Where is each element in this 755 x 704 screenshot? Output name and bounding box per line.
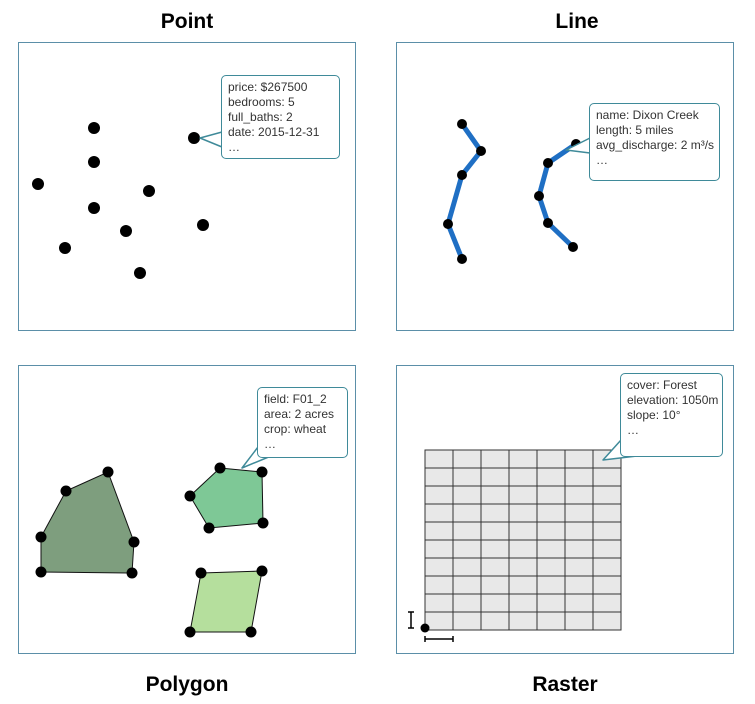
- point-callout-pointer: [199, 131, 223, 148]
- line-vertex: [476, 146, 486, 156]
- point-dot: [32, 178, 44, 190]
- point-features: [32, 122, 209, 279]
- line-callout-pointer: [565, 137, 591, 154]
- polygon-feature-large: [40, 471, 135, 574]
- callout-line: field: F01_2: [264, 392, 327, 406]
- point-dot: [143, 185, 155, 197]
- callout-line: crop: wheat: [264, 422, 327, 436]
- polygon-vertex: [102, 466, 114, 478]
- line-vertex: [457, 254, 467, 264]
- polygon-attribute-callout: field: F01_2 area: 2 acres crop: wheat …: [257, 387, 348, 458]
- line-vertex: [543, 158, 553, 168]
- callout-line: date: 2015-12-31: [228, 125, 320, 139]
- point-dot: [88, 202, 100, 214]
- callout-line: bedrooms: 5: [228, 95, 295, 109]
- polygon-vertex: [256, 466, 268, 478]
- line-vertex: [443, 219, 453, 229]
- callout-line: cover: Forest: [627, 378, 698, 392]
- point-attribute-callout: price: $267500 bedrooms: 5 full_baths: 2…: [221, 75, 340, 159]
- polygon-vertex: [184, 626, 196, 638]
- point-dot: [197, 219, 209, 231]
- callout-line: full_baths: 2: [228, 110, 293, 124]
- line-features: [443, 119, 581, 264]
- line-panel: [396, 42, 734, 331]
- point-dot: [120, 225, 132, 237]
- polygon-vertex: [256, 565, 268, 577]
- callout-line: …: [627, 423, 639, 437]
- polygon-vertex: [35, 531, 47, 543]
- raster-cell-size-marker: [408, 611, 454, 642]
- callout-line: avg_discharge: 2 m³/s: [596, 138, 715, 152]
- point-dot-selected: [188, 132, 200, 144]
- line-vertex: [534, 191, 544, 201]
- polygon-vertex: [214, 462, 226, 474]
- polygon-vertex: [128, 536, 140, 548]
- polygon-vertex: [195, 567, 207, 579]
- raster-origin-dot: [420, 623, 430, 633]
- line-attribute-callout: name: Dixon Creek length: 5 miles avg_di…: [589, 103, 720, 181]
- callout-line: …: [596, 153, 608, 167]
- point-dot: [134, 267, 146, 279]
- point-dot: [88, 122, 100, 134]
- polygon-vertex: [203, 522, 215, 534]
- polygon-vertex: [60, 485, 72, 497]
- line-vertex: [543, 218, 553, 228]
- line-vertex: [568, 242, 578, 252]
- line-feature-left: [445, 121, 484, 262]
- callout-line: length: 5 miles: [596, 123, 674, 137]
- line-title: Line: [555, 10, 599, 33]
- polygon-vertex: [184, 490, 196, 502]
- polygon-vertex: [35, 566, 47, 578]
- callout-line: elevation: 1050m: [627, 393, 719, 407]
- callout-line: …: [264, 437, 276, 451]
- raster-title: Raster: [532, 673, 598, 696]
- line-vertex: [457, 170, 467, 180]
- callout-line: price: $267500: [228, 80, 308, 94]
- polygon-vertex: [257, 517, 269, 529]
- polygon-title: Polygon: [145, 673, 229, 696]
- callout-line: slope: 10°: [627, 408, 681, 422]
- raster-grid: [424, 449, 622, 631]
- callout-line: area: 2 acres: [264, 407, 335, 421]
- polygon-feature-quad: [189, 570, 263, 633]
- raster-attribute-callout: cover: Forest elevation: 1050m slope: 10…: [620, 373, 723, 457]
- callout-line: name: Dixon Creek: [596, 108, 699, 122]
- point-dot: [88, 156, 100, 168]
- polygon-vertex: [126, 567, 138, 579]
- point-title: Point: [160, 10, 214, 33]
- line-vertex: [457, 119, 467, 129]
- polygon-vertex: [245, 626, 257, 638]
- point-dot: [59, 242, 71, 254]
- polygon-feature-pentagon: [189, 467, 264, 529]
- callout-line: …: [228, 140, 240, 154]
- polygon-features: [35, 462, 269, 638]
